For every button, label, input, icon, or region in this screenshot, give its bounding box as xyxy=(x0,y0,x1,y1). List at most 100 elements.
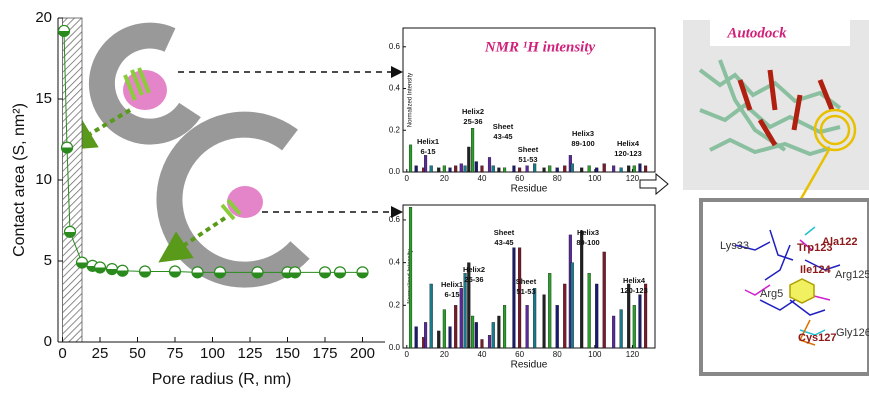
bar xyxy=(424,322,428,349)
bar xyxy=(555,167,559,173)
annotation-name: Sheet xyxy=(516,277,537,286)
bar xyxy=(644,283,648,349)
bar xyxy=(612,165,616,173)
bar xyxy=(429,165,433,173)
x-tick-label: 120 xyxy=(626,350,640,359)
plot-frame xyxy=(402,204,656,349)
y-tick-label: 0.2 xyxy=(389,125,401,134)
residue-label: Trp123 xyxy=(797,242,832,254)
residue-label: Ile124 xyxy=(800,264,831,276)
annotation-name: Helix4 xyxy=(623,276,646,285)
data-point xyxy=(356,266,369,279)
annotation-name: Helix1 xyxy=(441,280,463,289)
data-point xyxy=(288,266,302,279)
data-point xyxy=(57,24,71,38)
x-tick-label: 200 xyxy=(350,345,375,362)
bar xyxy=(459,163,463,173)
bar xyxy=(512,247,516,349)
annotation-range: 120-123 xyxy=(614,149,642,158)
x-axis-label: Residue xyxy=(511,360,548,371)
bar xyxy=(595,167,599,173)
bar xyxy=(471,128,475,173)
annotation-range: 89-100 xyxy=(576,238,599,247)
bar xyxy=(408,206,413,349)
bar xyxy=(497,167,501,173)
x-tick-label: 100 xyxy=(200,345,225,362)
bar xyxy=(525,305,529,349)
y-tick-label: 20 xyxy=(35,9,52,26)
bar xyxy=(587,165,591,173)
bar xyxy=(459,288,463,349)
annotation-range: 43-45 xyxy=(493,132,512,141)
bar xyxy=(437,330,441,349)
chart-title: NMR ¹H intensity xyxy=(484,39,596,55)
bar xyxy=(491,322,495,349)
x-axis-label: Pore radius (R, nm) xyxy=(152,371,292,388)
bar xyxy=(448,167,452,173)
x-tick-label: 0 xyxy=(405,350,410,359)
data-point xyxy=(116,264,129,277)
y-tick-label: 0.6 xyxy=(389,42,401,51)
y-tick-label: 15 xyxy=(35,90,52,107)
x-tick-label: 175 xyxy=(312,345,337,362)
bar xyxy=(632,165,636,173)
bar xyxy=(497,315,501,349)
bar xyxy=(542,167,546,173)
bar xyxy=(587,273,591,349)
bar xyxy=(570,262,574,349)
bar xyxy=(491,165,495,173)
residue-label: Ala122 xyxy=(822,236,857,248)
x-tick-label: 60 xyxy=(515,174,524,183)
bar xyxy=(408,144,413,173)
bar xyxy=(602,163,606,173)
residue-label: Arg125 xyxy=(835,269,869,281)
data-point xyxy=(75,256,89,269)
annotation-name: Helix4 xyxy=(617,139,640,148)
bar xyxy=(627,165,631,173)
bar xyxy=(548,273,552,349)
y-tick-label: 0.2 xyxy=(389,300,401,309)
x-tick-label: 80 xyxy=(553,174,562,183)
x-tick-label: 40 xyxy=(478,174,487,183)
annotation-range: 51-53 xyxy=(516,287,535,296)
bar xyxy=(580,167,584,173)
bar xyxy=(570,163,574,173)
bar xyxy=(448,326,452,349)
bar xyxy=(474,161,478,173)
annotation-name: Helix3 xyxy=(572,129,594,138)
bar xyxy=(467,146,471,173)
annotation-name: Sheet xyxy=(493,122,514,131)
annotation-range: 120-123 xyxy=(620,286,648,295)
x-tick-label: 100 xyxy=(588,174,602,183)
annotation-range: 43-45 xyxy=(494,238,513,247)
y-tick-label: 0.0 xyxy=(389,343,401,352)
bar xyxy=(632,305,636,349)
x-tick-label: 20 xyxy=(440,350,449,359)
bar xyxy=(503,305,507,349)
bar xyxy=(442,165,446,173)
bar xyxy=(627,283,631,349)
bar xyxy=(518,167,522,173)
y-tick-label: 0.0 xyxy=(389,167,401,176)
bar xyxy=(437,167,441,173)
bar xyxy=(644,165,648,173)
bar xyxy=(463,273,467,349)
plot-frame xyxy=(402,27,656,173)
bar xyxy=(619,167,623,173)
bar xyxy=(602,251,606,349)
y-tick-label: 0 xyxy=(44,333,52,350)
bar xyxy=(454,165,458,173)
bar xyxy=(563,165,567,173)
x-tick-label: 80 xyxy=(553,350,562,359)
bar xyxy=(487,335,492,349)
x-tick-label: 120 xyxy=(626,174,640,183)
annotation-name: Helix2 xyxy=(462,107,484,116)
annotation-range: 6-15 xyxy=(420,147,435,156)
data-point xyxy=(191,266,204,279)
y-tick-label: 0.6 xyxy=(389,215,401,224)
bar xyxy=(518,247,522,349)
bar xyxy=(414,326,418,349)
x-tick-label: 150 xyxy=(275,345,300,362)
bar xyxy=(454,305,458,349)
